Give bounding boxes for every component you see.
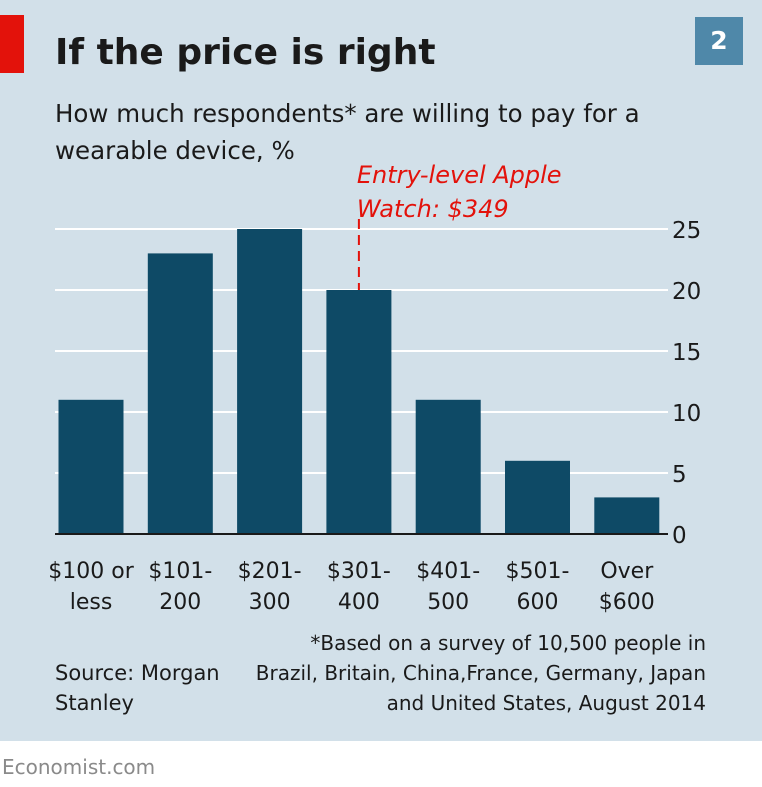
chart-title: If the price is right bbox=[55, 32, 436, 73]
x-tick-label: 400 bbox=[338, 590, 380, 615]
x-tick-label: 500 bbox=[427, 590, 469, 615]
bar bbox=[58, 399, 124, 534]
bar bbox=[326, 290, 392, 534]
y-tick-label: 5 bbox=[672, 462, 687, 488]
brand-label: Economist.com bbox=[2, 755, 156, 779]
bar bbox=[505, 460, 570, 534]
bar bbox=[594, 497, 660, 534]
chart-subtitle: How much respondents* are willing to pay… bbox=[55, 99, 640, 165]
y-tick-label: 20 bbox=[672, 279, 701, 305]
x-tick-label: 200 bbox=[159, 590, 201, 615]
x-tick-label: $100 or bbox=[48, 559, 134, 584]
bar bbox=[147, 253, 213, 534]
x-tick-label: $301- bbox=[327, 559, 391, 584]
annotation-label: Watch: $349 bbox=[357, 195, 509, 223]
x-tick-label: $600 bbox=[599, 590, 655, 615]
x-tick-label: Over bbox=[600, 559, 654, 584]
accent-tab bbox=[0, 15, 24, 73]
y-tick-label: 10 bbox=[672, 401, 701, 427]
x-tick-label: 300 bbox=[249, 590, 291, 615]
bar-chart: 0 5 10 15 20 25 $100 or less $101- 200 $201- 300 $30… bbox=[48, 161, 701, 615]
x-tick-label: 600 bbox=[517, 590, 559, 615]
y-tick-label: 25 bbox=[672, 218, 701, 244]
x-tick-label: $501- bbox=[506, 559, 570, 584]
bar bbox=[415, 399, 481, 534]
x-tick-label: $201- bbox=[238, 559, 302, 584]
annotation-label: Entry-level Apple bbox=[357, 161, 562, 189]
x-tick-label: $101- bbox=[148, 559, 212, 584]
chart-number-badge: 2 bbox=[695, 17, 743, 65]
footnote: *Based on a survey of 10,500 people in B… bbox=[255, 631, 706, 715]
bar bbox=[237, 229, 303, 534]
x-tick-label: $401- bbox=[416, 559, 480, 584]
source-note: Source: Morgan Stanley bbox=[55, 661, 220, 715]
x-tick-label: less bbox=[70, 590, 113, 615]
y-tick-label: 0 bbox=[672, 523, 687, 549]
y-tick-label: 15 bbox=[672, 340, 701, 366]
